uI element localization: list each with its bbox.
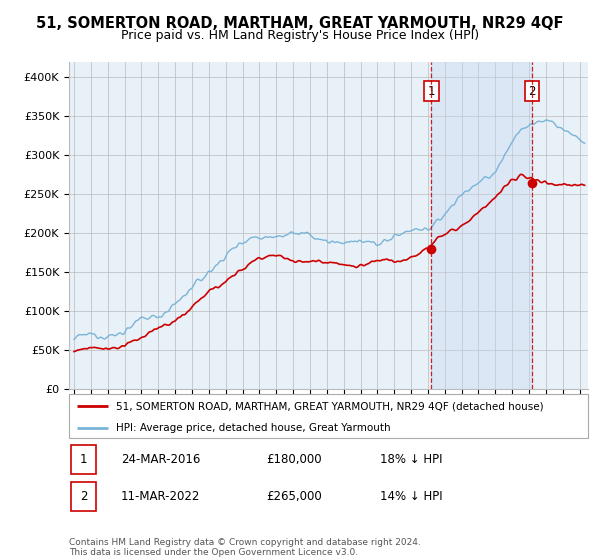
Text: 2: 2: [80, 489, 87, 503]
Text: Price paid vs. HM Land Registry's House Price Index (HPI): Price paid vs. HM Land Registry's House …: [121, 29, 479, 42]
Text: 18% ↓ HPI: 18% ↓ HPI: [380, 453, 443, 466]
FancyBboxPatch shape: [69, 394, 588, 438]
Text: 51, SOMERTON ROAD, MARTHAM, GREAT YARMOUTH, NR29 4QF (detached house): 51, SOMERTON ROAD, MARTHAM, GREAT YARMOU…: [116, 401, 544, 411]
Text: 1: 1: [428, 85, 435, 98]
Text: 2: 2: [529, 85, 536, 98]
Text: 24-MAR-2016: 24-MAR-2016: [121, 453, 200, 466]
Text: 51, SOMERTON ROAD, MARTHAM, GREAT YARMOUTH, NR29 4QF: 51, SOMERTON ROAD, MARTHAM, GREAT YARMOU…: [36, 16, 564, 31]
Text: 11-MAR-2022: 11-MAR-2022: [121, 489, 200, 503]
Text: 14% ↓ HPI: 14% ↓ HPI: [380, 489, 443, 503]
Text: £180,000: £180,000: [266, 453, 322, 466]
Text: £265,000: £265,000: [266, 489, 322, 503]
FancyBboxPatch shape: [71, 482, 96, 511]
Bar: [431, 62, 532, 389]
Text: Contains HM Land Registry data © Crown copyright and database right 2024.
This d: Contains HM Land Registry data © Crown c…: [69, 538, 421, 557]
FancyBboxPatch shape: [71, 445, 96, 474]
Text: 1: 1: [80, 453, 87, 466]
Text: HPI: Average price, detached house, Great Yarmouth: HPI: Average price, detached house, Grea…: [116, 423, 391, 433]
